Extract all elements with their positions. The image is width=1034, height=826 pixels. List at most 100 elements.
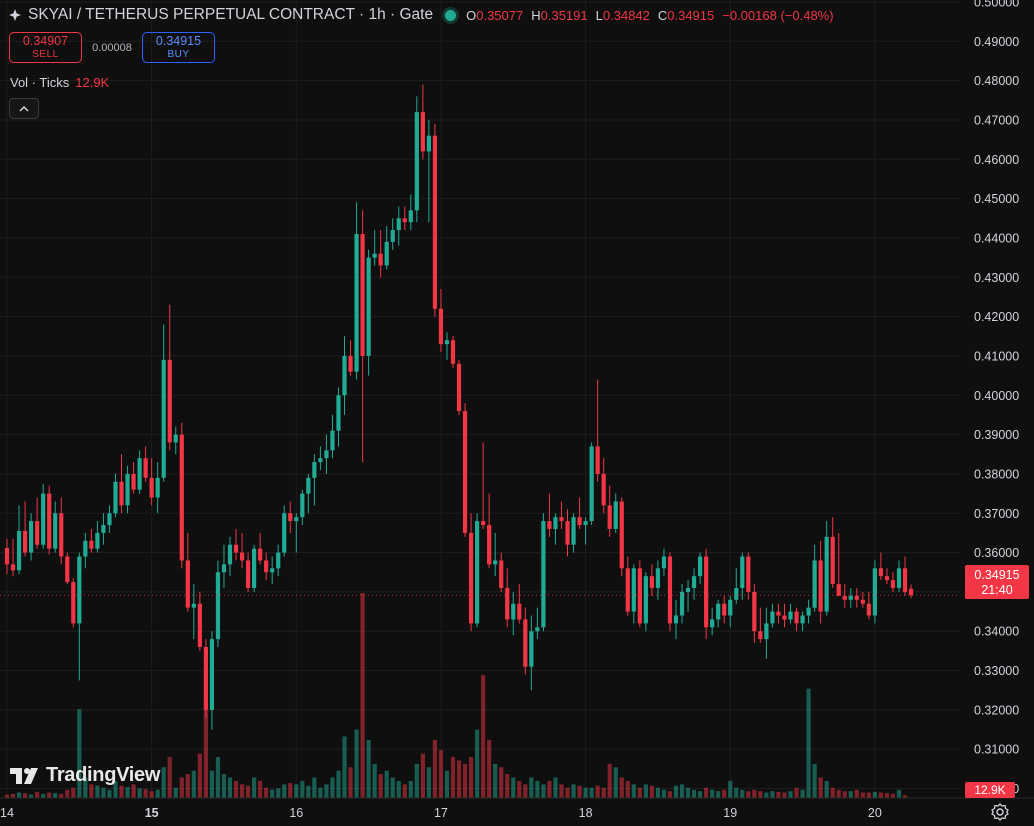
volume-bar [402,784,407,798]
time-tick-label: 15 [145,806,159,820]
tradingview-logo[interactable]: TradingView [10,764,160,787]
candle-body [505,587,510,620]
volume-bar [541,784,546,798]
candle-body [342,355,347,396]
candle [553,513,558,545]
candle [29,513,34,561]
candle [95,521,100,553]
candle-body [47,493,52,549]
volume-bar [902,795,908,798]
candle [432,123,438,317]
volume-bar [312,777,317,798]
candle-body [541,521,546,628]
volume-bar [173,787,178,798]
candle-body [776,611,781,616]
gear-icon[interactable] [990,802,1010,822]
candle [47,485,52,555]
candle [149,458,154,506]
volume-bar [197,753,202,798]
candle [185,532,190,612]
candle-body [794,611,799,624]
candle [143,446,148,482]
tradingview-logo-icon [10,767,38,784]
candle-body [191,603,196,608]
candle-body [728,599,733,616]
candle [589,442,594,526]
volume-bar [734,787,739,798]
price-axis-bg [960,0,1034,826]
candle [282,505,287,557]
candle-body [884,576,890,581]
candle-body [523,619,528,667]
candle-body [661,556,667,569]
candle-body [173,434,178,443]
candle-body [860,599,865,604]
candle [812,544,817,612]
volume-bar [342,736,347,798]
candle [336,387,341,447]
candle [661,548,667,577]
price-tick-label: 0.37000 [974,507,1019,521]
volume-bar [782,792,787,798]
volume-bar [872,791,877,798]
candle [505,568,510,628]
candle-body [390,230,395,242]
candle-body [366,257,371,356]
volume-legend[interactable]: Vol · Ticks 12.9K [10,75,109,90]
volume-bar [716,791,721,798]
candle [378,230,383,278]
candle-body [282,513,287,553]
volume-bar [276,788,281,798]
candle-body [35,521,40,545]
volume-bar [59,793,64,798]
volume-bar [221,774,227,798]
candle [77,552,82,681]
price-tick-label: 0.31000 [974,743,1019,757]
candle-body [517,603,522,620]
candle [197,591,202,651]
volume-bar [740,789,745,798]
candle [481,442,486,529]
volume-bar [270,789,275,798]
candle-body [462,410,468,533]
candle [59,497,64,565]
candle-body [740,556,745,588]
buy-button[interactable]: 0.34915 BUY [142,32,215,63]
candle [306,473,311,514]
candle-body [679,591,685,616]
volume-bar [752,789,757,798]
candle [119,454,124,514]
candle [209,631,215,730]
candle-body [426,135,431,152]
volume-bar [746,791,751,798]
volume-bar [806,688,811,798]
symbol-title[interactable]: SKYAI / TETHERUS PERPETUAL CONTRACT · 1h… [28,6,434,23]
candle [625,556,630,616]
candle-body [872,568,877,616]
candle [746,552,751,600]
candle [860,591,865,608]
bar-countdown: 21:40 [981,583,1013,597]
candle-body [378,253,383,266]
candle-body [553,517,558,529]
candle [830,517,835,588]
candle-body [264,560,269,573]
volume-bar [4,794,10,798]
candle-body [294,517,299,522]
volume-bar [89,784,94,798]
collapse-legend-button[interactable] [9,98,39,119]
candle-body [83,540,88,557]
candle [655,560,661,600]
high-value: 0.35191 [540,7,588,23]
last-price-badge: 0.34915 21:40 [965,565,1029,599]
volume-bar [444,770,450,798]
volume-bar [378,774,383,798]
candle [396,206,401,246]
time-tick-label: 14 [0,806,14,820]
candle [35,497,40,549]
candle [523,607,528,675]
volume-bar [16,792,22,798]
candle [836,532,841,596]
sell-button[interactable]: 0.34907 SELL [9,32,82,63]
